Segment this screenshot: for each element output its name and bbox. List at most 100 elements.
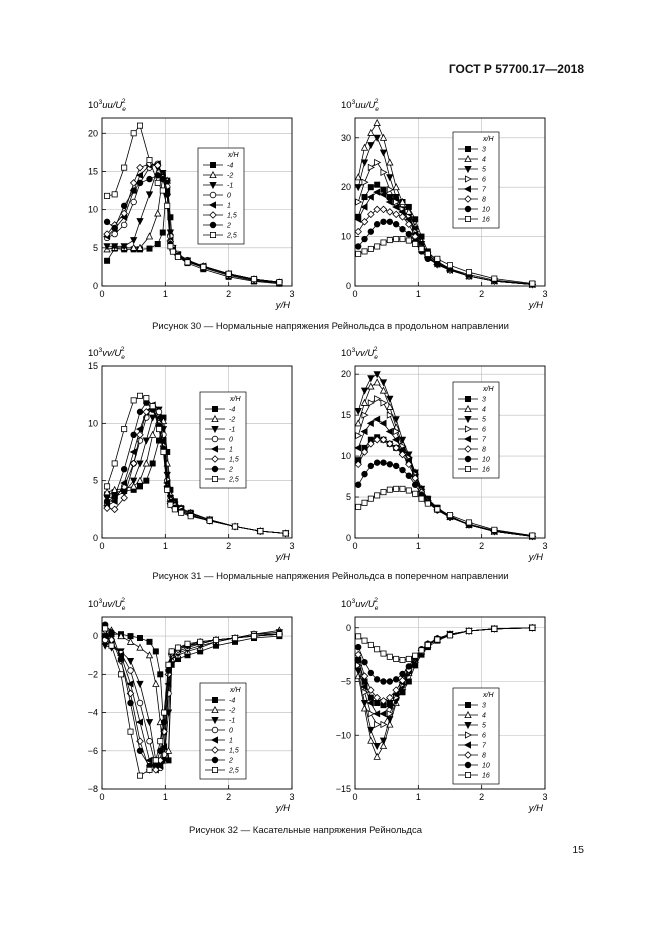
y-tick-label: 10 xyxy=(88,418,98,428)
legend-marker xyxy=(464,455,472,463)
data-point xyxy=(379,133,388,141)
y-axis-label: 103uu/Ue2 xyxy=(341,98,379,113)
data-point xyxy=(360,143,369,151)
legend-label: -1 xyxy=(229,427,235,434)
data-point xyxy=(355,250,362,257)
data-point xyxy=(367,641,374,648)
data-point xyxy=(178,509,185,516)
legend-box xyxy=(452,381,500,479)
data-point xyxy=(379,435,388,444)
data-point xyxy=(355,503,362,510)
legend-marker xyxy=(464,175,473,183)
series-7 xyxy=(354,415,536,541)
legend-label: 5 xyxy=(482,723,486,730)
data-point xyxy=(126,657,135,666)
series-line xyxy=(357,373,533,537)
data-point xyxy=(355,661,363,670)
data-point xyxy=(164,202,171,209)
legend-title: x/H xyxy=(227,152,239,159)
data-point xyxy=(126,637,135,645)
data-point xyxy=(380,489,387,496)
legend-marker xyxy=(464,396,471,403)
data-point xyxy=(206,517,213,524)
legend-label: 10 xyxy=(482,207,490,214)
data-point xyxy=(405,220,413,229)
data-point xyxy=(130,237,138,245)
data-point xyxy=(136,431,144,439)
data-point xyxy=(231,635,238,642)
data-point xyxy=(149,460,156,467)
data-point xyxy=(380,239,387,246)
data-point xyxy=(386,486,393,493)
data-point xyxy=(373,676,381,683)
data-point xyxy=(276,279,283,286)
legend-marker xyxy=(464,702,471,709)
series-1,5 xyxy=(101,626,284,774)
legend-marker xyxy=(209,211,217,219)
series-line xyxy=(357,627,533,706)
data-point xyxy=(127,728,134,735)
y-tick-label: 5 xyxy=(93,476,98,486)
legend-label: 4 xyxy=(482,713,486,720)
data-point xyxy=(386,158,394,166)
data-point xyxy=(360,203,368,211)
data-point xyxy=(405,663,413,670)
legend-marker xyxy=(209,231,216,238)
series-3 xyxy=(355,434,536,540)
y-axis-label: 103vv/Ue2 xyxy=(341,346,378,361)
x-tick-label: 0 xyxy=(99,792,104,802)
legend-marker xyxy=(464,761,472,769)
x-tick-label: 1 xyxy=(163,792,168,802)
legend-label: 3 xyxy=(482,397,486,404)
data-point xyxy=(103,504,111,512)
x-tick-label: 1 xyxy=(416,792,421,802)
data-point xyxy=(120,494,128,502)
data-point xyxy=(120,202,128,210)
data-point xyxy=(136,460,144,468)
legend-box xyxy=(452,687,500,785)
standard-header: ГОСТ Р 57700.17—2018 xyxy=(448,62,584,76)
legend: x/H -4 -2 -1 0 1 1,5 2 2,5 xyxy=(199,682,247,780)
data-point xyxy=(374,720,382,729)
data-point xyxy=(200,263,207,270)
data-point xyxy=(130,477,138,485)
legend-marker xyxy=(210,736,219,744)
legend-label: 4 xyxy=(482,407,486,414)
data-point xyxy=(446,632,453,639)
data-point xyxy=(412,240,419,247)
data-point xyxy=(367,128,375,136)
x-tick-label: 3 xyxy=(542,289,547,299)
data-point xyxy=(257,528,264,535)
caption-fig31: Рисунок 31 — Нормальные напряжения Рейно… xyxy=(152,571,509,582)
data-point xyxy=(135,171,143,179)
data-point xyxy=(111,460,118,467)
data-point xyxy=(379,386,388,394)
data-point xyxy=(367,184,374,191)
series-6 xyxy=(355,624,537,729)
data-point xyxy=(393,236,400,243)
data-point xyxy=(136,218,144,226)
data-point xyxy=(367,245,374,252)
data-point xyxy=(104,257,111,264)
data-point xyxy=(111,493,118,500)
legend-marker xyxy=(211,726,219,734)
data-point xyxy=(137,772,144,779)
chart-fig30-left: 0 1 2 3 0 5 10 15 20 103uu/Ue2 y/H x/H -4 -2 -1 0 1 1,5 2 2… xyxy=(88,98,295,311)
legend-label: 3 xyxy=(482,147,486,154)
y-tick-label: 0 xyxy=(93,281,98,291)
data-point xyxy=(120,479,128,487)
y-tick-label: 0 xyxy=(346,533,351,543)
data-point xyxy=(393,655,400,662)
legend-label: 1,5 xyxy=(229,748,239,755)
data-point xyxy=(111,191,118,198)
data-point xyxy=(153,161,162,170)
data-point xyxy=(355,633,362,640)
series-8 xyxy=(354,205,537,289)
series-6 xyxy=(355,395,537,541)
chart-fig32-left: 0 1 2 3 −8 −6 −4 −2 0 103uv/Ue2 y/H x/H -4 -2 -1 0 1 1,5 2… xyxy=(88,597,295,814)
data-point xyxy=(373,205,381,214)
legend: x/H -4 -2 -1 0 1 1,5 2 2,5 xyxy=(199,391,247,489)
data-point xyxy=(157,747,164,754)
series-line xyxy=(357,627,533,702)
